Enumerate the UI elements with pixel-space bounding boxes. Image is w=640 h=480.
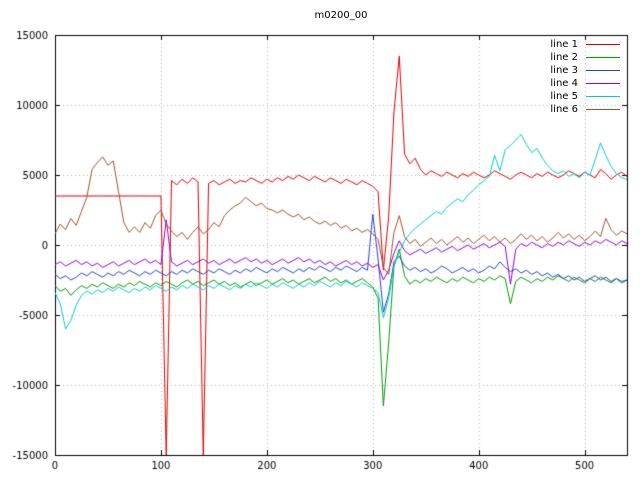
legend-line-sample bbox=[586, 96, 620, 97]
legend-line-sample bbox=[586, 44, 620, 45]
legend-line-sample bbox=[586, 70, 620, 71]
legend-label: line 6 bbox=[550, 104, 578, 115]
legend-line-sample bbox=[586, 109, 620, 110]
legend-label: line 5 bbox=[550, 91, 578, 102]
legend-label: line 4 bbox=[550, 78, 578, 89]
legend-label: line 1 bbox=[550, 39, 578, 50]
legend-item: line 2 bbox=[550, 51, 620, 64]
legend-item: line 6 bbox=[550, 103, 620, 116]
legend-item: line 5 bbox=[550, 90, 620, 103]
legend-label: line 2 bbox=[550, 52, 578, 63]
legend-label: line 3 bbox=[550, 65, 578, 76]
legend-item: line 4 bbox=[550, 77, 620, 90]
legend-line-sample bbox=[586, 83, 620, 84]
legend: line 1 line 2 line 3 line 4 line 5 line 6 bbox=[550, 38, 620, 116]
legend-item: line 1 bbox=[550, 38, 620, 51]
legend-item: line 3 bbox=[550, 64, 620, 77]
legend-line-sample bbox=[586, 57, 620, 58]
